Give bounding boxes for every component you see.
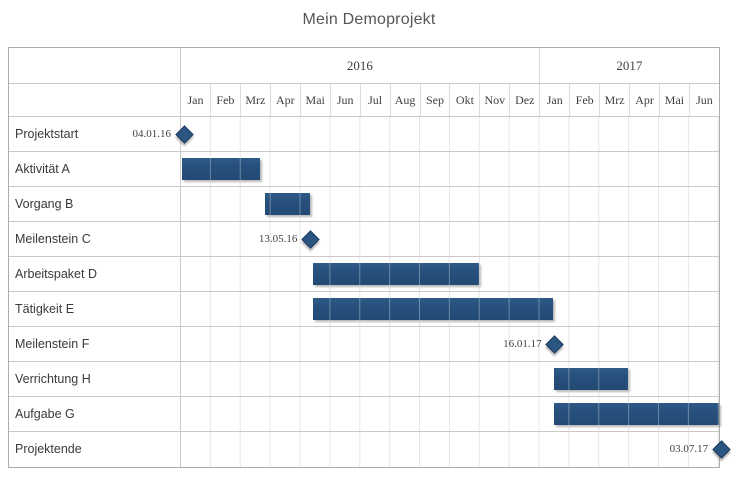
month-header-label: Feb	[570, 84, 601, 116]
month-header-label: Sep	[421, 84, 451, 116]
gantt-bar	[182, 158, 261, 180]
year-cells: 2016 2017	[181, 48, 719, 83]
task-timeline	[181, 187, 719, 221]
month-header-label: Jun	[696, 92, 713, 107]
task-rows: Projektstart 04.01.16 Aktivität A Vorgang B…	[9, 117, 731, 467]
task-timeline: 04.01.16	[133, 117, 719, 151]
month-header-label: Jun	[331, 84, 361, 116]
month-header-label: Mai	[660, 84, 690, 116]
chart-title: Mein Demoprojekt	[302, 11, 436, 28]
task-label: Vorgang B	[9, 187, 181, 221]
month-header-label: Apr	[271, 84, 301, 116]
month-header-label: Jul	[361, 84, 391, 116]
month-header-label: Feb	[211, 84, 241, 116]
month-header-label: Aug	[391, 84, 421, 116]
task-timeline	[181, 152, 719, 186]
milestone-diamond-icon	[545, 335, 564, 354]
month-cells: Jan Feb Mrz Apr Mai Jun Jul Aug Sep Okt Nov Dez Jan F…	[181, 84, 719, 116]
task-timeline	[181, 292, 719, 326]
task-row: Vorgang B	[9, 187, 719, 222]
task-row: Aufgabe G	[9, 397, 719, 432]
task-row: Meilenstein F 16.01.17	[9, 327, 719, 362]
month-header-label: Nov	[480, 84, 511, 116]
task-timeline: 13.05.16	[181, 222, 719, 256]
task-timeline	[181, 397, 719, 431]
milestone-diamond-icon	[711, 440, 731, 459]
month-header-label: Jan	[540, 84, 571, 116]
milestone-date-label: 16.01.17	[503, 338, 542, 350]
task-timeline	[181, 257, 719, 291]
task-label: Meilenstein F	[9, 327, 181, 361]
month-header-label: Dez	[510, 84, 541, 116]
task-label: Tätigkeit E	[9, 292, 181, 326]
task-row: Verrichtung H	[9, 362, 719, 397]
month-header-label: Mai	[301, 84, 331, 116]
task-row: Aktivität A	[9, 152, 719, 187]
task-label: Verrichtung H	[9, 362, 181, 396]
gantt-bar	[553, 368, 628, 390]
gantt-chart: 2016 2017 Jan Feb Mrz Apr Mai Jun Jul Aug Sep Okt N…	[8, 47, 731, 468]
year-header-label: 2017	[616, 57, 643, 73]
milestone-date-label: 04.01.16	[132, 128, 172, 140]
milestone-diamond-icon	[301, 230, 320, 249]
month-header-row: Jan Feb Mrz Apr Mai Jun Jul Aug Sep Okt Nov Dez Jan F…	[9, 84, 719, 117]
task-label: Aufgabe G	[9, 397, 181, 431]
month-header-label: Okt	[450, 84, 481, 116]
task-timeline: 03.07.17	[181, 432, 731, 467]
task-timeline	[181, 362, 719, 396]
task-label: Aktivität A	[9, 152, 181, 186]
task-row: Tätigkeit E	[9, 292, 719, 327]
gantt-bar	[265, 193, 311, 215]
header-corner-cell	[9, 48, 181, 83]
task-label: Projektende	[9, 432, 181, 467]
gantt-bar	[312, 298, 553, 320]
task-row: Meilenstein C 13.05.16	[9, 222, 719, 257]
month-header-label: Mrz	[241, 84, 271, 116]
task-label: Arbeitspaket D	[9, 257, 181, 291]
task-timeline: 16.01.17	[181, 327, 719, 361]
gantt-bar	[312, 263, 479, 285]
gantt-bar	[553, 403, 719, 425]
task-row: Projektende 03.07.17	[9, 432, 731, 467]
month-header-label: Jan	[181, 84, 211, 116]
task-row: Arbeitspaket D	[9, 257, 719, 292]
task-label: Meilenstein C	[9, 222, 181, 256]
month-header-label: Apr	[630, 84, 660, 116]
month-header-label: Mrz	[600, 84, 631, 116]
milestone-date-label: 13.05.16	[258, 233, 298, 245]
milestone-date-label: 03.07.17	[669, 443, 709, 455]
year-header-row: 2016 2017	[9, 48, 719, 84]
year-header-label: 2016	[181, 48, 540, 83]
header-corner-cell-2	[9, 84, 181, 116]
task-row: Projektstart 04.01.16	[9, 117, 719, 152]
